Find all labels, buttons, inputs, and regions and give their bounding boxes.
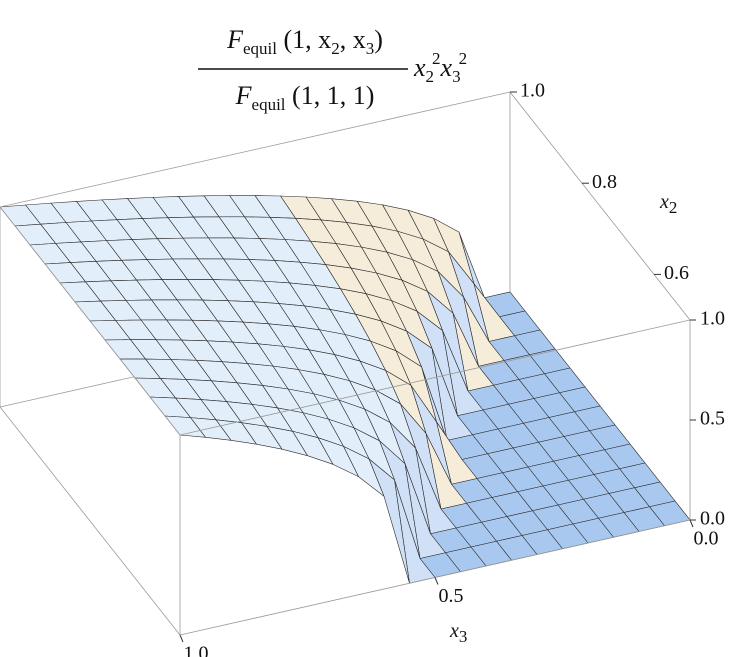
t: x [440,53,453,82]
t: x [413,53,426,82]
t: F [226,25,244,54]
t: x [659,191,669,213]
t: 3 [452,67,461,86]
t: 2 [459,49,468,68]
box-edge [509,91,691,321]
t: (1, x [277,25,331,54]
box-edge [179,319,691,436]
x-axis-label: x3 [449,620,467,646]
title-factor: x22x32 [413,49,467,86]
x-tick-label: 1.0 [184,643,209,657]
box-edge [0,91,511,208]
t: 2 [432,49,441,68]
t: 2 [426,67,435,86]
t: 3 [366,39,375,58]
x-tick [179,634,184,643]
t: equil [252,95,286,114]
z-tick-label: 0.0 [700,508,725,530]
plot-layer [0,91,691,636]
t: F [235,81,253,110]
title-denominator: Fequil (1, 1, 1) [235,81,375,114]
t: x [449,620,459,642]
title: Fequil (1, x2, x3) Fequil (1, 1, 1) x22x… [198,25,467,114]
z-tick-label: 0.5 [700,408,725,430]
y-tick-label: 0.8 [592,171,617,193]
t: 2 [669,198,678,217]
t: 3 [459,627,468,646]
t: 2 [331,39,340,58]
t: , x [340,25,366,54]
x-tick-label: 0.5 [439,585,464,607]
t: equil [243,39,277,58]
y-tick-label: 0.6 [664,262,689,284]
x-tick-label: 0.0 [694,528,719,550]
box-edge [0,206,181,436]
z-tick-label: 1.0 [700,308,725,330]
x-tick [434,577,439,585]
y-axis-label: x2 [659,191,677,217]
t: (1, 1, 1) [286,81,375,110]
title-numerator: Fequil (1, x2, x3) [226,25,383,58]
box-edge [0,406,181,636]
y-tick-label: 1.0 [520,80,545,102]
t: ) [374,25,383,54]
x-tick [689,519,694,528]
